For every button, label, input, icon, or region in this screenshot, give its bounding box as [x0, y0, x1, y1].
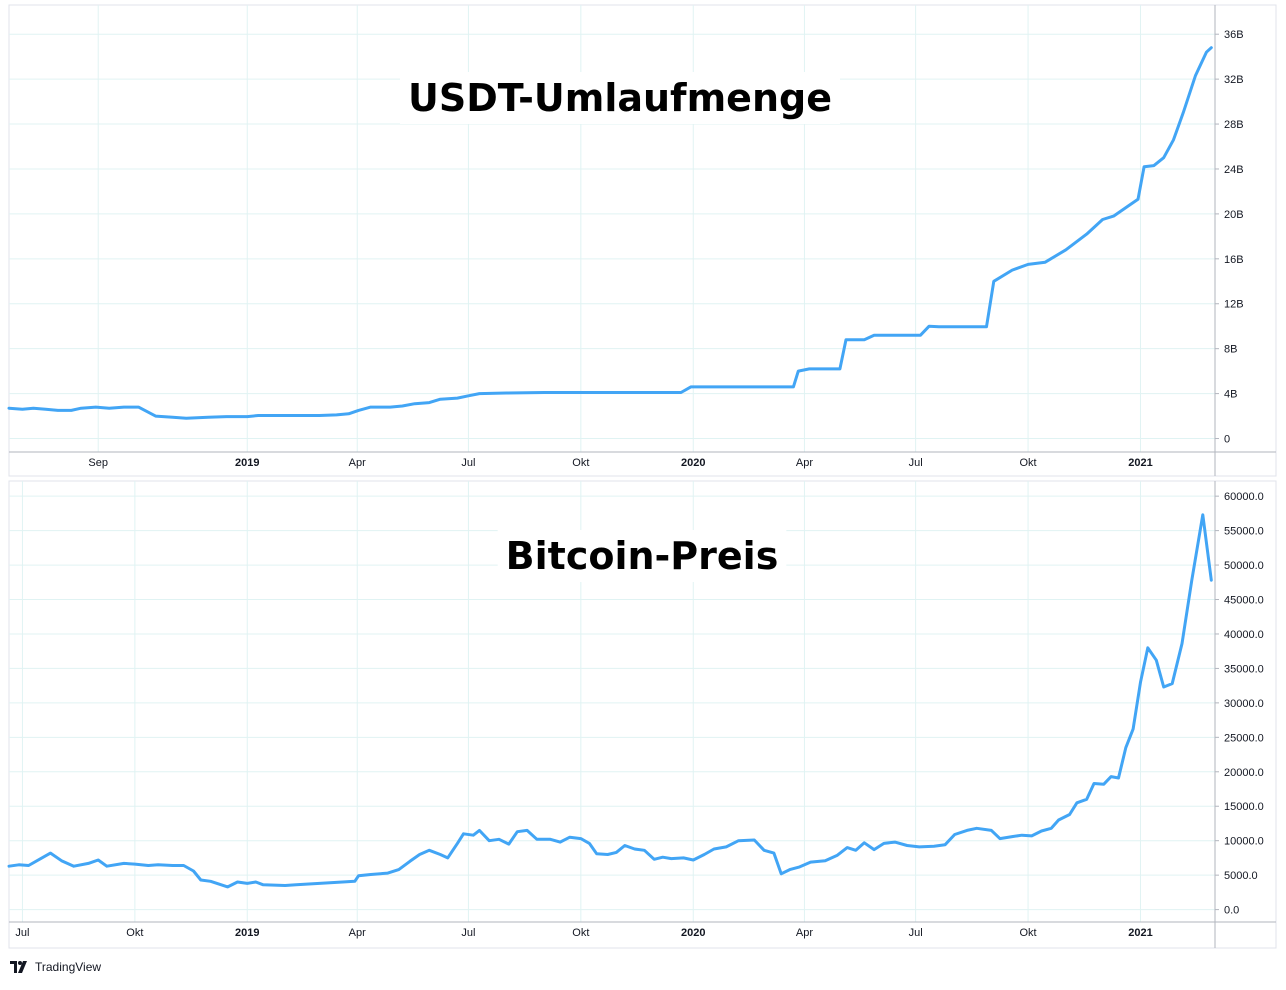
y-tick-label: 0.0 [1224, 905, 1239, 917]
x-tick-label: Okt [572, 927, 589, 939]
y-tick-label: 45000.0 [1224, 595, 1264, 607]
x-tick-label: Okt [126, 927, 143, 939]
x-tick-label: Jul [15, 927, 29, 939]
y-tick-label: 4B [1224, 389, 1237, 401]
x-tick-label: Okt [572, 457, 589, 469]
series-line-2[interactable] [7, 513, 1213, 889]
y-tick-label: 24B [1224, 164, 1244, 176]
title-background [400, 72, 840, 124]
y-tick-label: 30000.0 [1224, 698, 1264, 710]
x-tick-label: 2021 [1128, 457, 1152, 469]
x-tick-label: Apr [349, 927, 366, 939]
x-tick-label: 2019 [235, 927, 259, 939]
y-tick-label: 35000.0 [1224, 663, 1264, 675]
y-tick-label: 20B [1224, 209, 1244, 221]
y-tick-label: 40000.0 [1224, 629, 1264, 641]
x-tick-label: Okt [1019, 927, 1036, 939]
y-tick-label: 36B [1224, 29, 1244, 41]
y-tick-label: 20000.0 [1224, 767, 1264, 779]
y-tick-label: 55000.0 [1224, 526, 1264, 538]
y-tick-label: 16B [1224, 254, 1244, 266]
x-tick-label: Apr [349, 457, 366, 469]
series-line-1[interactable] [7, 46, 1213, 420]
chart-1-title: USDT-Umlaufmenge [408, 76, 832, 120]
x-tick-label: 2020 [681, 457, 705, 469]
x-tick-label: 2020 [681, 927, 705, 939]
brand-name: TradingView [35, 960, 102, 974]
x-tick-label: 2019 [235, 457, 259, 469]
x-tick-label: Jul [461, 927, 475, 939]
x-tick-label: Jul [909, 927, 923, 939]
y-tick-label: 50000.0 [1224, 560, 1264, 572]
x-tick-label: Apr [796, 457, 813, 469]
y-tick-label: 8B [1224, 344, 1237, 356]
x-tick-label: 2021 [1128, 927, 1152, 939]
x-tick-label: Sep [88, 457, 108, 469]
y-tick-label: 10000.0 [1224, 836, 1264, 848]
x-tick-label: Apr [796, 927, 813, 939]
y-tick-label: 32B [1224, 74, 1244, 86]
y-tick-label: 5000.0 [1224, 870, 1258, 882]
tradingview-branding[interactable]: TradingView [10, 960, 101, 974]
pane-1-frame [8, 4, 1277, 477]
x-tick-label: Jul [909, 457, 923, 469]
x-tick-label: Okt [1019, 457, 1036, 469]
y-tick-label: 0 [1224, 434, 1230, 446]
pane-2-frame [8, 480, 1277, 949]
x-tick-label: Jul [461, 457, 475, 469]
y-tick-label: 60000.0 [1224, 491, 1264, 503]
y-tick-label: 28B [1224, 119, 1244, 131]
y-tick-label: 15000.0 [1224, 801, 1264, 813]
chart-2-title: Bitcoin-Preis [506, 534, 779, 578]
y-tick-label: 25000.0 [1224, 732, 1264, 744]
tradingview-logo-icon [10, 961, 27, 973]
title-background [497, 530, 787, 582]
y-tick-label: 12B [1224, 299, 1244, 311]
